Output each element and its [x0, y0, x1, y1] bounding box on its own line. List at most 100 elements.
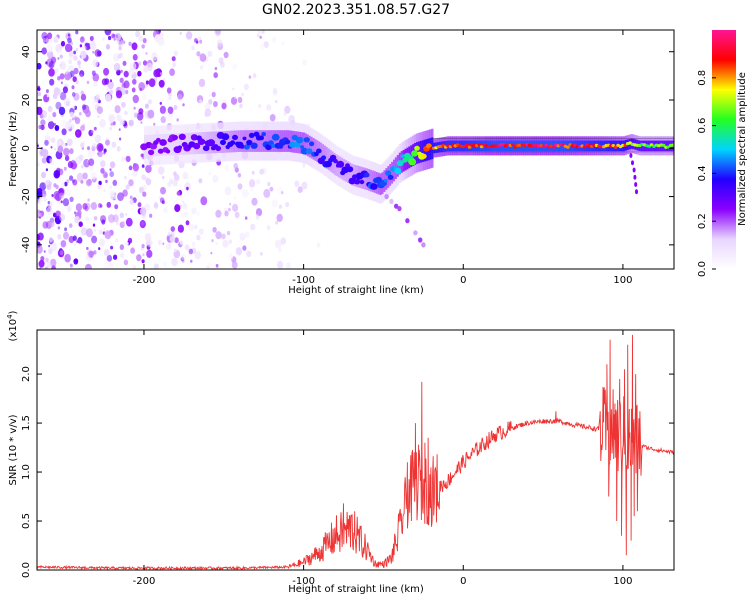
ridge-core	[477, 143, 482, 147]
noise-blob	[194, 224, 198, 230]
noise-blob	[153, 122, 156, 126]
x-tick-label: -200	[133, 576, 156, 587]
noise-blob	[91, 235, 98, 244]
noise-blob	[49, 202, 53, 207]
y-tick-label: 0	[21, 145, 32, 151]
noise-blob	[53, 36, 59, 44]
y-tick-label: 0.5	[21, 513, 32, 529]
x-tick-label: 0	[460, 275, 466, 286]
noise-blob	[199, 65, 204, 70]
noise-blob	[283, 112, 287, 116]
noise-blob	[143, 66, 149, 73]
noise-blob	[54, 125, 60, 131]
ridge-core	[250, 142, 258, 149]
noise-blob	[269, 114, 276, 122]
noise-blob	[49, 60, 55, 69]
noise-blob	[147, 99, 152, 105]
ridge-band	[276, 130, 279, 152]
noise-blob	[89, 40, 96, 49]
noise-blob	[115, 238, 119, 243]
noise-blob	[66, 179, 70, 184]
colorbar-tick-label: 0.0	[697, 261, 708, 277]
branch-blob	[421, 242, 426, 248]
noise-blob	[78, 65, 81, 69]
noise-blob	[115, 90, 123, 99]
noise-blob	[145, 80, 149, 85]
noise-blob	[173, 199, 178, 205]
noise-blob	[228, 239, 232, 244]
ridge-band	[257, 130, 260, 152]
noise-blob	[48, 62, 54, 69]
noise-blob	[145, 52, 148, 55]
ridge-band	[347, 161, 350, 183]
noise-blob	[129, 62, 137, 71]
noise-blob	[109, 171, 114, 178]
ridge-core	[271, 133, 280, 141]
noise-blob	[160, 72, 163, 76]
noise-blob	[129, 195, 133, 200]
noise-blob	[200, 196, 208, 206]
noise-blob	[123, 226, 126, 230]
noise-blob	[99, 118, 106, 128]
noise-blob	[37, 162, 40, 167]
ridge-band	[320, 142, 323, 165]
noise-blob	[133, 106, 136, 110]
noise-blob	[196, 51, 201, 57]
ridge-band	[364, 167, 367, 190]
noise-blob	[257, 30, 262, 36]
ridge-core	[261, 132, 267, 137]
spectrogram-y-ticks: -40 -20 0 20 40	[21, 45, 674, 253]
noise-blob	[166, 243, 172, 250]
noise-blob	[63, 143, 67, 148]
noise-blob	[215, 231, 222, 240]
noise-blob	[75, 80, 79, 85]
noise-blob	[242, 245, 247, 251]
noise-blob	[45, 168, 49, 172]
noise-blob	[281, 191, 284, 195]
noise-blob	[213, 72, 218, 79]
noise-blob	[261, 30, 265, 34]
noise-blob	[121, 101, 126, 108]
noise-blob	[197, 36, 202, 42]
noise-blob	[179, 240, 183, 245]
noise-blob	[119, 244, 125, 251]
noise-blob	[103, 249, 110, 257]
noise-blob	[250, 188, 254, 192]
noise-blob	[69, 118, 72, 123]
noise-blob	[105, 179, 108, 183]
noise-blob	[272, 89, 278, 96]
ridge-band	[167, 133, 170, 156]
noise-blob	[229, 202, 232, 206]
noise-blob	[132, 94, 139, 104]
noise-blob	[185, 31, 193, 40]
noise-blob	[242, 189, 249, 198]
ridge-band	[228, 130, 231, 153]
noise-blob	[77, 210, 82, 217]
ridge-band	[301, 132, 304, 154]
noise-blob	[251, 197, 258, 206]
noise-blob	[210, 251, 213, 255]
noise-blob	[71, 92, 76, 97]
noise-blob	[223, 51, 229, 59]
noise-blob	[47, 201, 51, 205]
ridge-band	[310, 136, 313, 159]
colorbar-gradient	[712, 30, 736, 269]
branch-blob	[635, 189, 638, 195]
noise-blob	[75, 203, 82, 212]
noise-blob	[37, 245, 43, 254]
ridge-band	[262, 130, 265, 152]
noise-blob	[57, 226, 61, 230]
y-tick-label: -20	[21, 188, 32, 204]
noise-blob	[62, 198, 69, 207]
noise-blob	[275, 100, 278, 104]
noise-blob	[132, 54, 138, 61]
noise-blob	[183, 211, 188, 217]
noise-blob	[140, 121, 143, 124]
noise-blob	[199, 99, 203, 104]
noise-blob	[96, 106, 103, 115]
noise-blob	[67, 65, 75, 74]
noise-blob	[51, 265, 56, 269]
noise-blob	[86, 246, 89, 250]
ridge-band	[172, 133, 175, 156]
